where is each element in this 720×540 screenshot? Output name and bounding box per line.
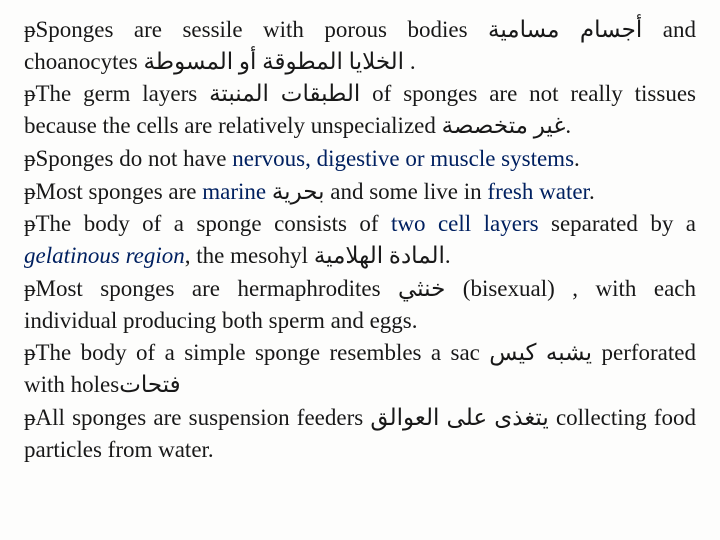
arabic-text: غير متخصصة xyxy=(442,113,566,138)
highlight-text: fresh water xyxy=(487,179,589,204)
bullet-glyph: ᵽ xyxy=(24,340,36,365)
text: The body of a simple sponge resembles a … xyxy=(36,340,490,365)
arabic-text: يتغذى على العوالق xyxy=(370,405,548,430)
text: . xyxy=(565,113,571,138)
text: separated by a xyxy=(539,211,696,236)
bullet-item: ᵽSponges do not have nervous, digestive … xyxy=(24,143,696,175)
text: Sponges do not have xyxy=(36,146,233,171)
bullet-glyph: ᵽ xyxy=(24,276,36,301)
text: All sponges are suspension feeders xyxy=(36,405,371,430)
bullet-glyph: ᵽ xyxy=(24,81,36,106)
bullet-item: ᵽAll sponges are suspension feeders يتغذ… xyxy=(24,402,696,465)
text: . xyxy=(404,49,416,74)
arabic-text: المادة الهلامية xyxy=(314,243,445,268)
arabic-text: يشبه كيس xyxy=(489,340,592,365)
bullet-item: ᵽSponges are sessile with porous bodies … xyxy=(24,14,696,77)
text: Most sponges are xyxy=(36,179,203,204)
highlight-text: two cell layers xyxy=(391,211,539,236)
bullet-glyph: ᵽ xyxy=(24,17,36,42)
text: . xyxy=(589,179,595,204)
document-body: ᵽSponges are sessile with porous bodies … xyxy=(24,14,696,465)
text: and some live in xyxy=(325,179,488,204)
text: , the mesohyl xyxy=(185,243,314,268)
bullet-glyph: ᵽ xyxy=(24,405,36,430)
highlight-text: marine xyxy=(202,179,272,204)
text: The body of a sponge consists of xyxy=(36,211,392,236)
bullet-item: ᵽThe germ layers الطبقات المنبتة of spon… xyxy=(24,78,696,141)
arabic-text: الخلايا المطوقة أو المسوطة xyxy=(143,49,404,74)
bullet-glyph: ᵽ xyxy=(24,211,36,236)
arabic-text: فتحات xyxy=(119,372,180,397)
arabic-text: بحرية xyxy=(272,179,325,204)
italic-highlight: gelatinous region xyxy=(24,243,185,268)
bullet-glyph: ᵽ xyxy=(24,179,36,204)
text: Most sponges are hermaphrodites xyxy=(36,276,399,301)
text: Sponges are sessile with porous bodies xyxy=(36,17,489,42)
bullet-item: ᵽMost sponges are marine بحرية and some … xyxy=(24,176,696,208)
arabic-text: خنثي xyxy=(398,276,445,301)
arabic-text: أجسام مسامية xyxy=(488,17,642,42)
bullet-item: ᵽMost sponges are hermaphrodites خنثي (b… xyxy=(24,273,696,336)
bullet-item: ᵽThe body of a simple sponge resembles a… xyxy=(24,337,696,400)
bullet-glyph: ᵽ xyxy=(24,146,36,171)
highlight-text: nervous, digestive or muscle systems xyxy=(232,146,574,171)
arabic-text: الطبقات المنبتة xyxy=(209,81,360,106)
text: . xyxy=(574,146,580,171)
text: The germ layers xyxy=(36,81,210,106)
text: . xyxy=(445,243,451,268)
bullet-item: ᵽThe body of a sponge consists of two ce… xyxy=(24,208,696,271)
